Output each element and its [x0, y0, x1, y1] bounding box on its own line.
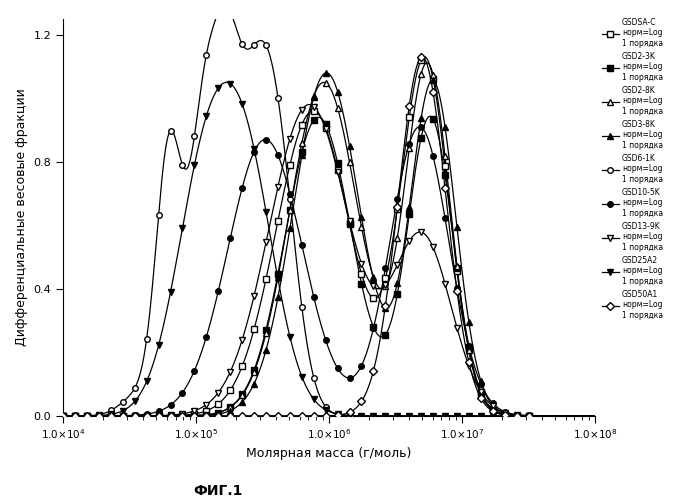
Legend: GSDSA-C
норм=Log
1 порядка, GSD2-3K
норм=Log
1 порядка, GSD2-8K
норм=Log
1 поряд: GSDSA-C норм=Log 1 порядка, GSD2-3K норм…	[599, 15, 666, 322]
Y-axis label: Дифференциальные весовые фракции: Дифференциальные весовые фракции	[15, 88, 28, 346]
X-axis label: Молярная масса (г/моль): Молярная масса (г/моль)	[247, 447, 412, 460]
Text: ФИГ.1: ФИГ.1	[193, 484, 242, 498]
